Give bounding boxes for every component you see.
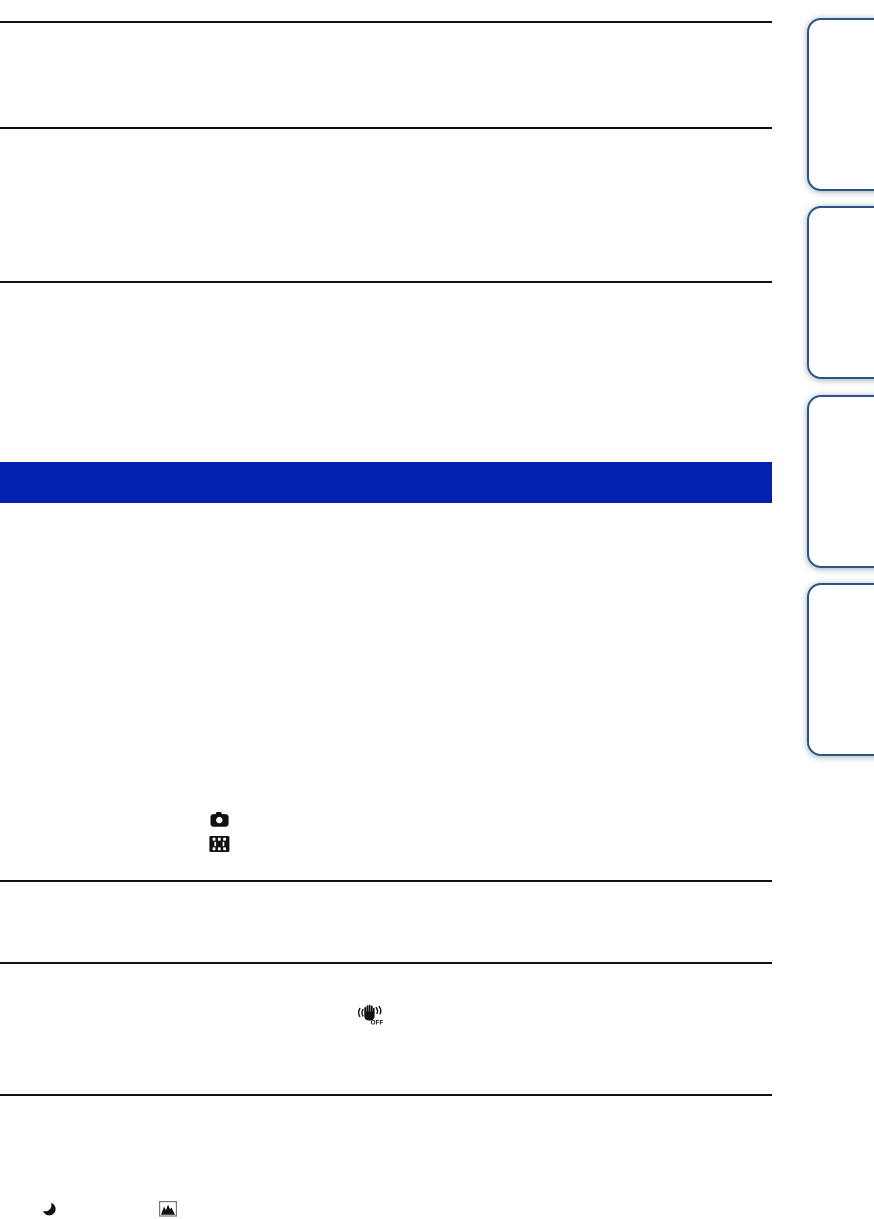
nav-tab-3[interactable]	[807, 395, 874, 568]
landscape-mountain-icon	[159, 1201, 177, 1217]
night-scene-moon-icon	[39, 1199, 56, 1216]
divider	[0, 962, 772, 964]
section-heading-bar	[0, 462, 772, 503]
divider	[0, 880, 772, 882]
steadyshot-off-icon: OFF	[356, 1003, 383, 1027]
nav-tab-1[interactable]	[807, 18, 874, 191]
steadyshot-off-label: OFF	[371, 1020, 383, 1026]
divider	[0, 21, 772, 23]
divider	[0, 127, 772, 129]
divider	[0, 281, 772, 283]
nav-tab-2[interactable]	[807, 206, 874, 379]
nav-tab-4[interactable]	[807, 583, 874, 756]
movie-film-icon	[209, 835, 230, 853]
divider	[0, 1094, 772, 1096]
still-camera-icon	[210, 811, 229, 828]
